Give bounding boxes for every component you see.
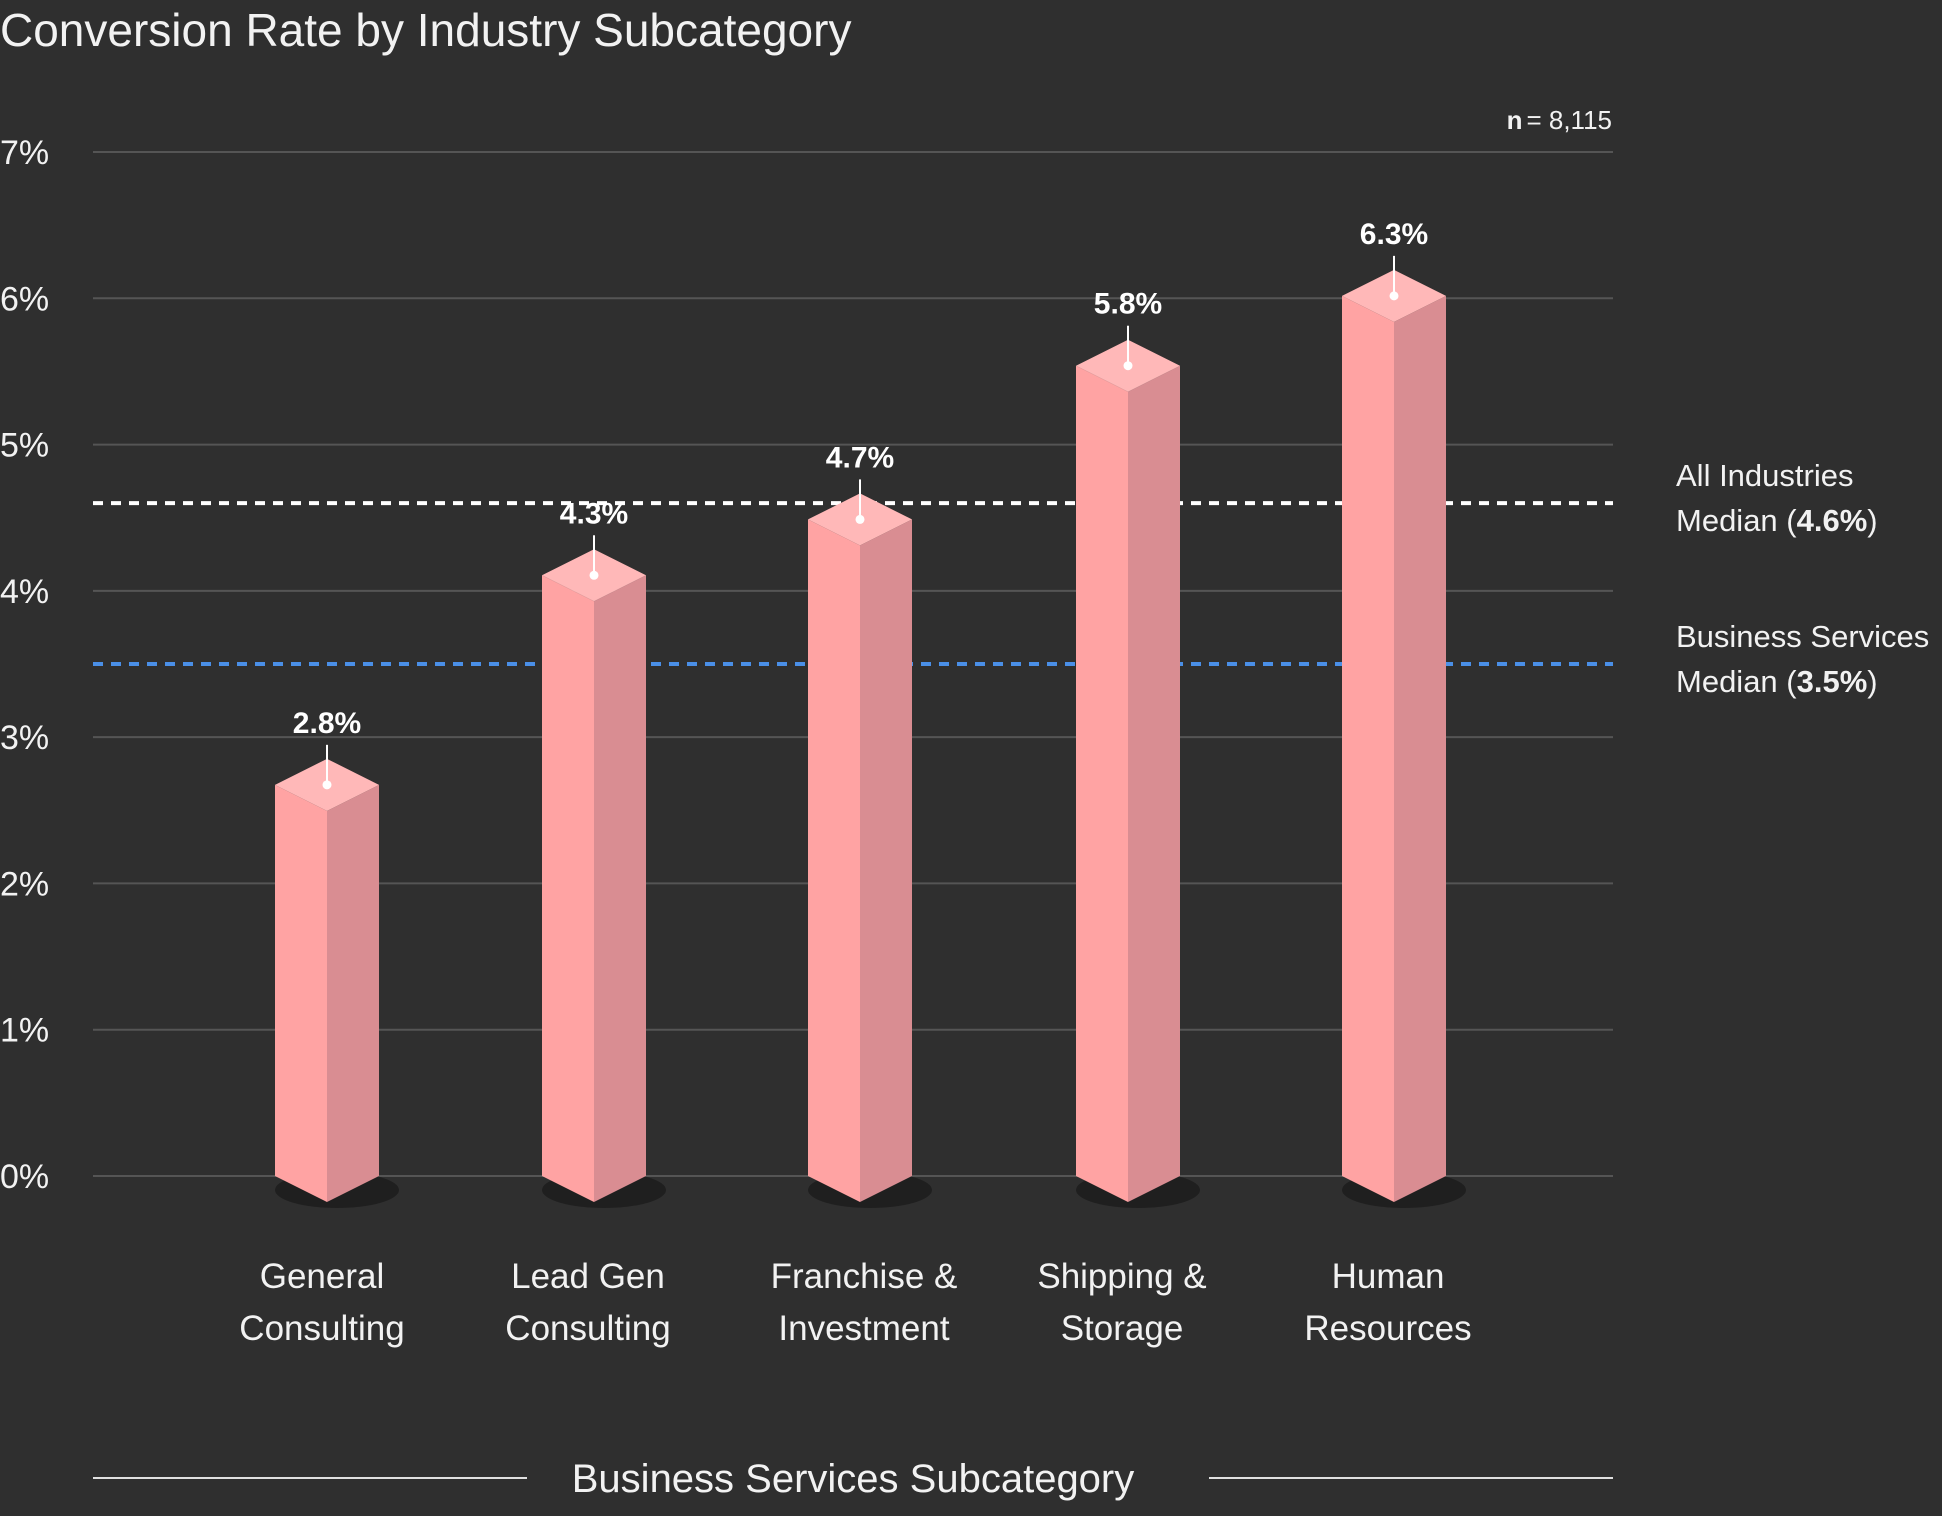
reference-label-value: 4.6% [1797,503,1868,538]
bars: 2.8% 4.3% 4.7% 5.8% 6.3% [275,218,1466,1208]
bar-front-face [275,784,327,1202]
category-labels: General Consulting Lead Gen Consulting Franc… [239,1257,1471,1348]
sample-size-n: n [1507,105,1523,135]
y-tick-label: 6% [0,280,49,318]
category-label: Storage [1061,1309,1184,1348]
category-label: Human [1332,1257,1445,1296]
data-label-dot [1389,291,1399,301]
reference-label-prefix: Median ( [1676,664,1797,699]
bar-side-face [327,784,379,1202]
category-label: Consulting [239,1309,404,1348]
bar-side-face [860,519,912,1202]
data-label: 6.3% [1360,218,1428,251]
reference-label-value: 3.5% [1797,664,1868,699]
category-label: Investment [778,1309,949,1348]
data-label: 5.8% [1094,288,1162,321]
data-label-dot [855,514,865,524]
y-tick-label: 3% [0,719,49,757]
reference-label-suffix: ) [1867,503,1877,538]
reference-label-suffix: ) [1867,664,1877,699]
bar-side-face [1128,365,1180,1203]
sample-size-value: = 8,115 [1526,105,1612,135]
bar-front-face [1076,365,1128,1203]
sample-size: n = 8,115 [1507,105,1612,135]
bar-side-face [594,575,646,1202]
category-label: Consulting [505,1309,670,1348]
bar: 4.3% [542,497,666,1208]
y-axis-ticks: 0% 1% 2% 3% 4% 5% 6% 7% [0,134,49,1196]
data-label-dot [1123,361,1133,371]
reference-label-line1: All Industries [1676,458,1853,493]
y-tick-label: 2% [0,865,49,903]
x-axis-title: Business Services Subcategory [572,1457,1135,1501]
category-label: General [260,1257,385,1296]
bar-front-face [808,519,860,1202]
category-label: Franchise & [771,1257,958,1296]
bar: 2.8% [275,707,399,1208]
category-label: Resources [1304,1309,1471,1348]
y-tick-label: 4% [0,573,49,611]
y-tick-label: 5% [0,427,49,465]
data-label: 4.7% [826,441,894,474]
reference-label-line2: Median (3.5%) [1676,664,1878,699]
chart-title: Conversion Rate by Industry Subcategory [0,4,851,56]
y-tick-label: 1% [0,1012,49,1050]
reference-label-prefix: Median ( [1676,503,1797,538]
bar-front-face [542,575,594,1202]
bar-front-face [1342,295,1394,1202]
y-tick-label: 0% [0,1158,49,1196]
data-label: 4.3% [560,497,628,530]
bar: 6.3% [1342,218,1466,1208]
data-label-dot [589,570,599,580]
category-label: Shipping & [1037,1257,1206,1296]
data-label: 2.8% [293,707,361,740]
category-label: Lead Gen [511,1257,665,1296]
bar: 4.7% [808,441,932,1208]
bar-side-face [1394,295,1446,1202]
data-label-dot [322,780,332,790]
reference-label-line2: Median (4.6%) [1676,503,1878,538]
reference-label-line1: Business Services [1676,619,1929,654]
bar: 5.8% [1076,288,1200,1208]
y-tick-label: 7% [0,134,49,172]
